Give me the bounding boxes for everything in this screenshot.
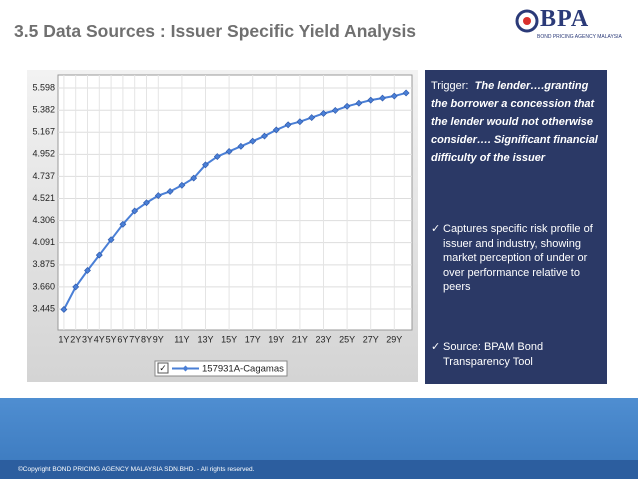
y-tick-label: 5.382 <box>32 105 55 115</box>
y-tick-label: 4.521 <box>32 193 55 203</box>
data-point <box>131 207 139 215</box>
trigger: Trigger: The lender….granting the borrow… <box>431 77 603 167</box>
data-point <box>390 92 398 100</box>
data-point <box>237 142 245 150</box>
x-tick-label: 21Y <box>292 334 308 344</box>
data-point <box>213 153 221 161</box>
x-tick-label: 8Y <box>141 334 152 344</box>
x-tick-label: 4Y <box>94 334 105 344</box>
data-point <box>72 283 80 291</box>
data-point <box>166 188 174 195</box>
y-tick-label: 3.445 <box>32 303 55 313</box>
data-point <box>331 106 339 114</box>
x-tick-label: 17Y <box>245 334 261 344</box>
info-panel: Trigger: The lender….granting the borrow… <box>425 70 607 384</box>
trigger-text: The lender….granting the borrower a conc… <box>431 80 598 164</box>
data-point <box>154 192 162 199</box>
data-point <box>178 181 186 189</box>
logo-tagline: BOND PRICING AGENCY MALAYSIA <box>537 34 622 40</box>
x-tick-label: 11Y <box>174 334 189 344</box>
data-point <box>308 114 316 122</box>
x-tick-label: 1Y <box>58 334 69 344</box>
data-point <box>320 110 327 117</box>
data-point <box>343 102 351 110</box>
logo-ring <box>515 9 539 33</box>
x-tick-label: 25Y <box>339 334 355 344</box>
x-tick-label: 7Y <box>129 334 140 344</box>
x-tick-label: 27Y <box>363 334 379 344</box>
bullet: Source: BPAM Bond Transparency Tool <box>431 340 601 369</box>
y-tick-label: 4.737 <box>32 171 55 181</box>
legend-marker <box>182 365 189 372</box>
legend-check: ✓ <box>159 363 167 373</box>
y-tick-label: 4.952 <box>32 149 55 159</box>
data-point <box>202 161 209 169</box>
x-tick-label: 19Y <box>268 334 284 344</box>
y-tick-label: 3.875 <box>32 259 55 269</box>
x-tick-label: 23Y <box>315 334 331 344</box>
data-point <box>225 148 233 155</box>
data-point <box>190 174 198 182</box>
x-tick-label: 2Y <box>70 334 81 344</box>
x-tick-label: 6Y <box>117 334 128 344</box>
legend-checkbox <box>157 362 169 374</box>
footer-strip <box>0 460 638 479</box>
data-point <box>355 99 363 107</box>
x-tick-label: 9Y <box>153 334 164 344</box>
y-tick-label: 5.167 <box>32 127 55 137</box>
x-tick-label: 3Y <box>82 334 93 344</box>
data-point <box>143 199 150 207</box>
data-point <box>60 306 68 313</box>
trigger-label: Trigger: <box>431 80 469 92</box>
data-point <box>367 96 375 104</box>
data-point <box>107 236 115 244</box>
slide-title: 3.5 Data Sources : Issuer Specific Yield… <box>14 21 417 41</box>
y-tick-label: 5.598 <box>32 82 55 92</box>
data-point <box>119 220 127 228</box>
plot-area <box>57 74 413 331</box>
data-point <box>95 251 103 259</box>
logo-icon <box>515 9 539 33</box>
logo-name: BPA <box>540 6 590 32</box>
data-point <box>261 132 268 140</box>
x-tick-label: 5Y <box>106 334 117 344</box>
legend-label: 157931A-Cagamas <box>202 364 284 375</box>
data-point <box>84 267 91 274</box>
data-point <box>379 94 386 102</box>
logo-dot <box>523 17 531 25</box>
y-tick-label: 3.660 <box>32 281 55 291</box>
chart: 3.445 3.660 3.875 4.091 4.306 4.521 4.737 4.952… <box>27 70 418 382</box>
y-tick-label: 4.091 <box>32 237 55 247</box>
data-point <box>284 121 292 129</box>
x-tick-label: 13Y <box>197 334 213 344</box>
legend-box <box>154 360 288 377</box>
y-tick-label: 4.306 <box>32 215 55 225</box>
data-point <box>402 89 410 97</box>
x-tick-label: 29Y <box>386 334 402 344</box>
bullet: Captures specific risk profile of issuer… <box>431 222 601 295</box>
copyright: ©Copyright BOND PRICING AGENCY MALAYSIA … <box>18 466 255 473</box>
data-point <box>249 137 257 145</box>
data-point <box>296 118 304 126</box>
x-tick-label: 15Y <box>221 334 237 344</box>
data-point <box>272 126 280 134</box>
